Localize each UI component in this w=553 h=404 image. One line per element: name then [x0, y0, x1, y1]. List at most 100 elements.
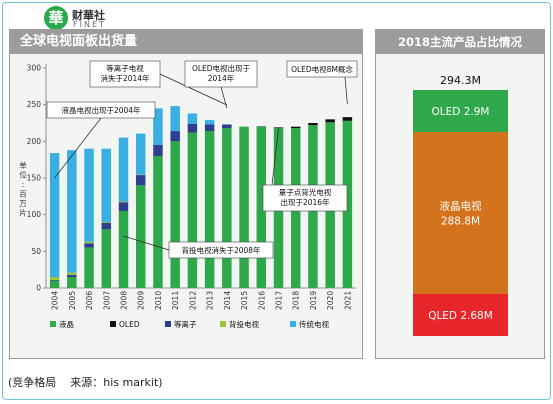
x-tick-label: 2011 — [171, 291, 180, 310]
product-share-svg: 294.3M OLED 2.9M 液晶电视 288.8M QLED 2.68M — [413, 74, 508, 336]
bar-segment — [222, 128, 232, 288]
annotation-leader — [271, 127, 279, 186]
x-tick-label: 2009 — [137, 291, 146, 310]
bar-segment — [204, 120, 215, 125]
annotation-text: OLED电视8M概念 — [291, 64, 353, 74]
bar-segment — [67, 150, 77, 273]
legend-label: 液晶 — [59, 319, 74, 329]
bar-segment — [101, 148, 112, 222]
legend-label: OLED — [119, 320, 140, 329]
bar-segment — [49, 279, 60, 281]
legend-label: 背投电视 — [229, 319, 259, 329]
y-axis-label-char: 百 — [19, 190, 27, 199]
share-segment-label: QLED 2.68M — [428, 310, 493, 322]
finet-logo-mark: 華 — [44, 6, 68, 30]
bar-segment — [49, 277, 60, 280]
share-segment-label: OLED 2.9M — [432, 106, 490, 118]
bar-segment — [118, 211, 129, 288]
x-tick-label: 2012 — [188, 291, 197, 310]
share-segment — [413, 90, 508, 132]
share-segment — [413, 132, 508, 294]
legend-swatch — [165, 321, 171, 327]
annotation-box — [46, 101, 156, 119]
y-tick-label: 250 — [27, 100, 42, 109]
annotation-callout: 量子点背光电视出现于2016年 — [262, 127, 348, 212]
bar-segment — [101, 222, 112, 230]
x-tick-label: 2018 — [292, 291, 301, 310]
x-tick-label: 2020 — [326, 291, 335, 310]
x-tick-label: 2021 — [343, 291, 352, 310]
x-tick-label: 2007 — [102, 291, 111, 310]
annotation-callout: 液晶电视出现于2004年 — [46, 101, 156, 179]
y-tick-label: 100 — [27, 210, 42, 219]
y-axis-label-char: 片 — [19, 208, 27, 218]
finet-brand-en: FINET — [73, 20, 106, 29]
y-axis-label-char: : — [22, 180, 25, 189]
x-tick-label: 2005 — [68, 291, 77, 310]
bar-segment — [325, 119, 335, 123]
finet-logo: 華 财華社 FINET — [44, 6, 124, 34]
bar-segment — [84, 241, 94, 244]
share-segment-label: 液晶电视 288.8M — [440, 200, 482, 228]
y-tick-label: 0 — [36, 284, 41, 293]
x-tick-label: 2017 — [275, 291, 284, 310]
bar-segment — [84, 243, 94, 248]
annotation-box — [262, 184, 348, 212]
bar-segment — [187, 132, 198, 288]
bar-segment — [67, 277, 77, 288]
annotation-leader — [54, 117, 102, 179]
source-caption: (竞争格局 来源：his markit) — [8, 374, 177, 390]
bar-segment — [84, 148, 94, 242]
bar-segment — [342, 117, 353, 121]
legend-swatch — [220, 321, 226, 327]
finet-brand-cn: 财華社 — [72, 9, 105, 22]
share-segment — [413, 294, 508, 336]
y-axis-label-char: 单 — [19, 160, 27, 170]
bar-segment — [84, 247, 94, 288]
annotation-text: 液晶电视出现于2004年 — [61, 105, 141, 115]
bar-segment — [49, 280, 60, 288]
x-tick-label: 2006 — [85, 291, 94, 310]
bar-segment — [170, 141, 180, 288]
annotation-box — [184, 60, 258, 88]
annotation-callout: 背投电视消失于2008年 — [123, 235, 274, 259]
annotation-text: 量子点背光电视出现于2016年 — [279, 187, 332, 207]
bar-segment — [222, 124, 232, 129]
bar-segment — [135, 185, 146, 288]
bar-segment — [308, 123, 318, 126]
legend-swatch — [50, 321, 56, 327]
x-tick-label: 2019 — [309, 291, 318, 310]
bar-segment — [170, 131, 180, 142]
bar-segment — [67, 272, 77, 275]
shipment-chart-panel: 全球电视面板出货量 0 50 100 150 200 250 300 单位: 百万片 2004 20… — [9, 29, 363, 359]
bar-segment — [101, 222, 112, 223]
x-tick-label: 2008 — [120, 291, 129, 310]
bar-segment — [135, 175, 146, 186]
annotation-leader — [159, 73, 227, 106]
bar-segment — [273, 127, 284, 129]
y-tick-label: 200 — [27, 137, 42, 146]
bar-segment — [153, 156, 163, 288]
bar-segment — [187, 113, 198, 124]
figure-frame — [2, 2, 551, 400]
bar-segment — [135, 133, 146, 175]
bar-segment — [118, 202, 129, 211]
bar-segment — [290, 126, 301, 129]
x-tick-label: 2010 — [154, 291, 163, 310]
bar-segment — [239, 126, 249, 289]
bar-segment — [187, 123, 198, 133]
shipment-chart-svg: 0 50 100 150 200 250 300 单位:百万片 2004 2005 2006 2007… — [19, 60, 358, 329]
bar-segment — [342, 120, 353, 288]
bar-segment — [49, 153, 60, 277]
annotation-callout: 等离子电视消失于2014年 — [89, 60, 227, 106]
legend-swatch — [110, 321, 116, 327]
y-tick-label: 150 — [27, 174, 42, 183]
annotation-text: OLED电视出现于 2014年 — [192, 63, 251, 83]
shipment-chart-title: 全球电视面板出货量 — [10, 30, 362, 54]
y-axis-label: 单位:百万片 — [19, 160, 27, 218]
y-tick-label: 50 — [31, 247, 41, 256]
x-tick-label: 2014 — [223, 291, 232, 310]
product-share-panel: 2018主流产品占比情况 294.3M OLED 2.9M 液晶电视 288.8M QL… — [375, 29, 545, 359]
legend-label: 传统电视 — [299, 319, 329, 329]
y-axis-label-char: 位 — [19, 170, 27, 180]
